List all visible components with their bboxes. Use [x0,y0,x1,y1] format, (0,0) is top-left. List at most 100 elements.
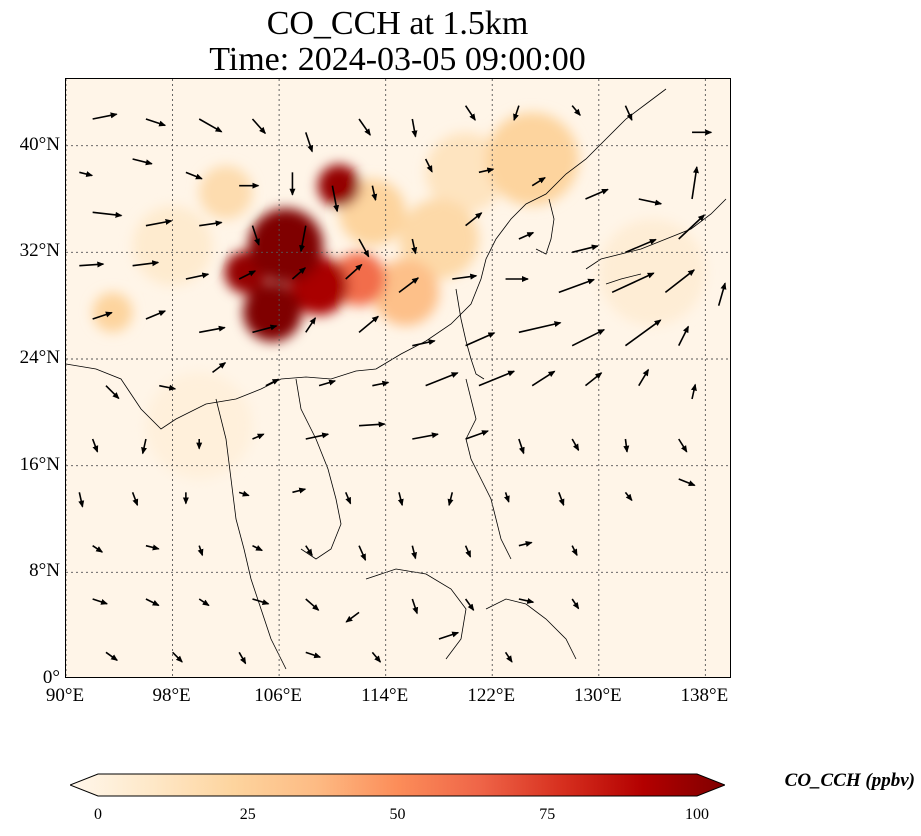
wind-arrow [185,272,210,280]
wind-arrow [92,598,108,605]
wind-arrow [465,430,489,440]
wind-arrow [571,598,580,610]
wind-arrow [412,432,439,440]
wind-arrow [571,438,580,452]
wind-arrow [691,166,699,200]
wind-arrow [518,541,533,547]
wind-arrow [145,219,173,227]
wind-arrow [452,273,478,280]
wind-arrow [571,244,599,254]
colorbar [68,768,727,802]
wind-arrow [299,225,307,253]
wind-arrow [92,311,113,320]
wind-arrow [558,278,595,294]
wind-arrow [198,598,210,607]
wind-arrow [305,132,314,153]
wind-arrow [145,310,167,320]
wind-arrow [447,492,454,507]
wind-arrow [571,328,606,347]
co-plume-patch [317,164,361,207]
wind-arrow [624,105,633,121]
wind-arrow [558,492,565,507]
wind-arrow [531,176,546,187]
latitude-tick-label: 8°N [29,560,60,582]
co-plume-patch [372,259,439,326]
wind-arrow [624,491,633,502]
wind-arrow [678,214,706,240]
wind-arrow [518,231,535,240]
longitude-tick-label: 138°E [680,685,729,706]
wind-arrow [92,112,118,120]
wind-arrow [345,611,360,623]
wind-arrow [465,332,496,347]
wind-arrow [624,319,662,347]
wind-arrow [571,105,581,117]
wind-arrow [141,438,147,455]
wind-arrow [638,198,663,206]
wind-arrow [251,225,260,246]
wind-arrow [584,372,603,387]
wind-arrow [238,270,257,280]
wind-arrow [518,438,525,455]
wind-arrow [531,370,556,387]
wind-arrow [79,171,94,177]
wind-arrow [464,105,476,121]
colorbar-tick-label: 75 [539,806,556,823]
wind-arrow [513,105,520,122]
figure-title: CO_CCH at 1.5km [266,5,529,42]
coastlines [66,88,727,670]
wind-arrow [212,362,227,373]
co-plume-patch [485,112,579,206]
latitude-tick-label: 16°N [19,453,60,475]
wind-arrow [305,317,317,333]
wind-arrow [398,277,420,293]
wind-arrow [397,492,404,507]
colorbar-tick-label: 50 [389,806,406,823]
wind-arrow [91,438,99,453]
map-panel [65,78,731,678]
longitude-tick-label: 98°E [152,685,191,706]
wind-arrow [638,368,650,387]
wind-arrow [371,185,378,202]
wind-arrow [623,438,630,453]
co-plume-patch [399,199,479,279]
wind-arrow [371,651,382,663]
map-background [66,79,730,677]
co-plume-patch [248,208,324,283]
wind-arrow [678,478,696,487]
wind-arrow [331,185,340,213]
wind-arrow [198,118,223,133]
wind-arrow [411,238,418,255]
wind-arrow [305,651,322,659]
wind-arrow [611,272,655,294]
wind-arrow [358,118,371,136]
co-plume-patch [598,219,706,326]
longitude-tick-label: 106°E [254,685,302,706]
wind-arrow [358,238,370,258]
wind-arrow [358,315,380,333]
wind-arrow [411,118,418,138]
wind-arrow [292,487,307,494]
wind-arrow [345,263,363,280]
colorbar-tick-label: 25 [239,806,256,823]
longitude-tick-label: 122°E [467,685,516,706]
wind-arrow [464,545,472,558]
wind-arrow [199,220,223,227]
wind-arrow [424,158,433,173]
co-concentration-field [92,112,706,479]
wind-arrow [252,598,270,605]
wind-arrow [717,282,727,306]
wind-arrow [79,261,105,268]
wind-arrow [425,372,459,387]
wind-arrow [252,544,263,552]
wind-arrow [318,379,337,387]
wind-arrow [238,490,250,497]
wind-arrow [265,378,280,387]
longitude-tick-label: 114°E [361,685,409,706]
longitude-tick-label: 90°E [45,685,85,706]
wind-arrow [291,267,306,280]
wind-arrow [305,432,330,440]
colorbar-tick-label: 0 [94,806,102,823]
latitude-tick-label: 40°N [19,133,60,155]
wind-arrow [691,383,697,400]
